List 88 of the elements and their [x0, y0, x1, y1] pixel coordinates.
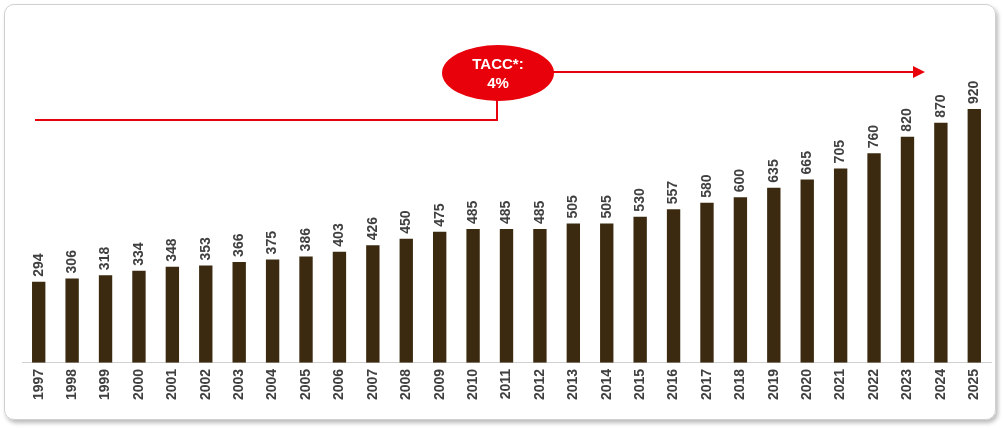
bar	[32, 281, 46, 363]
x-tick-label: 1997	[29, 368, 46, 401]
bar	[800, 179, 814, 363]
x-tick-label: 2015	[631, 368, 648, 401]
x-tick-label: 2002	[196, 368, 213, 401]
data-label: 318	[96, 246, 113, 271]
data-label: 485	[497, 200, 514, 225]
bar	[900, 136, 915, 363]
bar	[98, 275, 113, 363]
bar	[432, 231, 447, 363]
bar	[232, 261, 246, 363]
x-tick-label: 2003	[230, 368, 247, 401]
data-label: 820	[898, 108, 915, 132]
data-label: 475	[430, 203, 447, 227]
data-label: 306	[62, 249, 79, 274]
bar	[700, 202, 714, 363]
data-label: 294	[29, 253, 46, 277]
bar	[332, 251, 347, 363]
x-tick-label: 2023	[898, 368, 915, 401]
data-label: 353	[196, 236, 213, 261]
bar	[65, 278, 79, 363]
data-label: 334	[129, 242, 146, 266]
data-label: 375	[263, 230, 280, 255]
bar	[867, 153, 881, 363]
x-tick-label: 2018	[731, 368, 748, 401]
data-label: 505	[597, 194, 614, 219]
x-tick-label: 2007	[363, 368, 380, 401]
bar	[633, 216, 647, 363]
x-tick-label: 2022	[864, 368, 881, 401]
data-label: 600	[731, 168, 748, 193]
x-tick-label: 2014	[597, 368, 614, 401]
bar	[666, 209, 681, 363]
data-label: 485	[463, 200, 480, 225]
bar	[767, 187, 781, 363]
bar	[366, 245, 380, 363]
x-tick-label: 2016	[664, 368, 681, 401]
x-tick-label: 2010	[463, 368, 480, 401]
x-tick-label: 2021	[831, 368, 848, 401]
bar	[165, 266, 180, 363]
x-tick-label: 2000	[129, 368, 146, 401]
data-label: 348	[163, 238, 180, 262]
bar	[600, 223, 614, 363]
data-label: 870	[931, 94, 948, 118]
bar	[399, 238, 413, 363]
bar	[533, 229, 547, 363]
x-tick-label: 2011	[497, 368, 514, 400]
text: TACC*: 4%	[442, 45, 554, 101]
bar	[833, 168, 848, 363]
data-label: 450	[397, 210, 414, 234]
data-label: 485	[530, 200, 547, 225]
bar	[967, 109, 981, 363]
x-tick-label: 2017	[697, 368, 714, 401]
x-tick-label: 2024	[931, 368, 948, 401]
data-label: 580	[697, 174, 714, 198]
data-label: 403	[330, 223, 347, 247]
x-tick-label: 2013	[564, 368, 581, 401]
data-label: 760	[864, 124, 881, 149]
data-label: 665	[798, 150, 815, 175]
data-label: 705	[831, 139, 848, 164]
bar	[733, 197, 748, 363]
bar	[566, 223, 581, 363]
x-tick-label: 2012	[530, 368, 547, 401]
x-tick-label: 2019	[764, 368, 781, 401]
data-label: 366	[230, 233, 247, 257]
data-label: 530	[631, 188, 648, 212]
x-tick-label: 2004	[263, 368, 280, 401]
bar	[299, 256, 313, 363]
bar	[265, 259, 280, 363]
data-label: 505	[564, 194, 581, 219]
bar	[132, 270, 146, 363]
x-tick-label: 1999	[96, 368, 113, 401]
x-tick-label: 2005	[296, 368, 313, 401]
bar	[199, 265, 213, 363]
x-tick-label: 2020	[798, 368, 815, 401]
bar	[499, 229, 514, 363]
x-tick-label: 2008	[397, 368, 414, 401]
x-tick-label: 2006	[330, 368, 347, 401]
x-tick-label: 2025	[965, 368, 982, 401]
bar	[934, 122, 948, 363]
x-tick-label: 2001	[163, 368, 180, 401]
data-label: 635	[764, 159, 781, 183]
data-label: 557	[664, 180, 681, 205]
data-label: 386	[296, 227, 313, 252]
bar	[466, 229, 480, 363]
x-tick-label: 1998	[62, 368, 79, 401]
x-tick-label: 2009	[430, 368, 447, 401]
data-label: 920	[965, 80, 982, 105]
data-label: 426	[363, 216, 380, 241]
